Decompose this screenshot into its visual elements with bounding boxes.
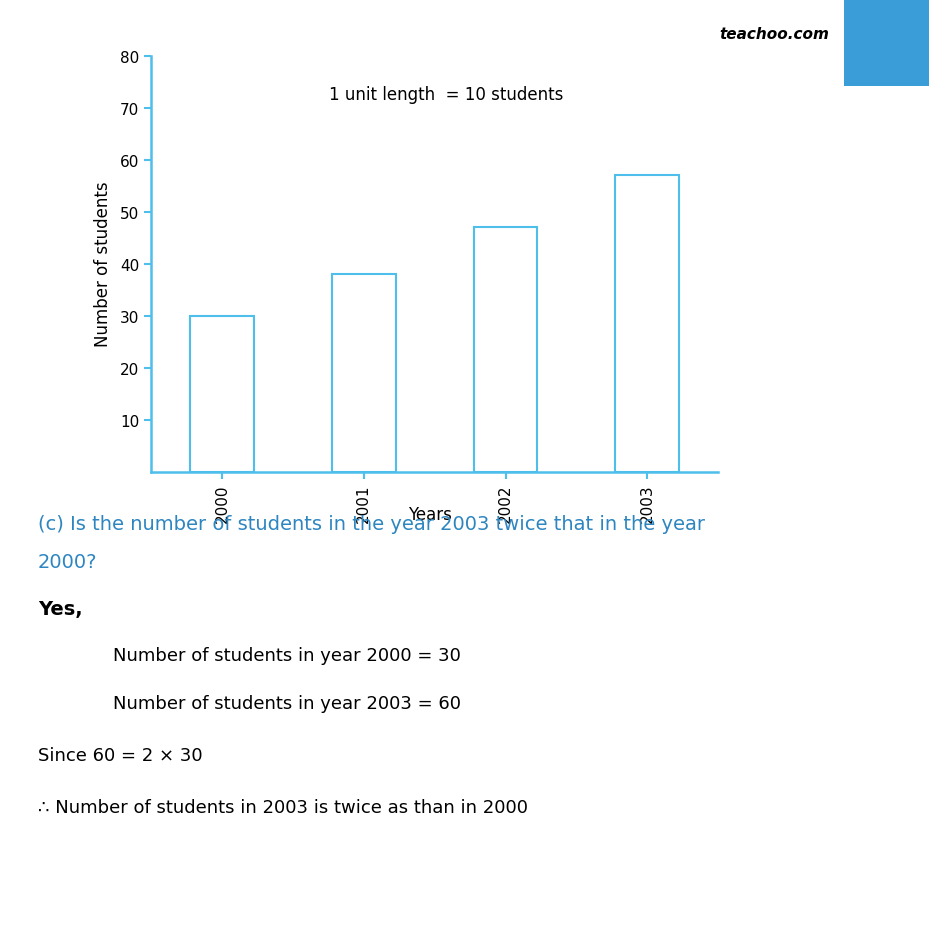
- Text: Number of students in year 2003 = 60: Number of students in year 2003 = 60: [113, 694, 461, 712]
- Text: Since 60 = 2 × 30: Since 60 = 2 × 30: [38, 746, 202, 764]
- Text: 1 unit length  = 10 students: 1 unit length = 10 students: [329, 86, 563, 104]
- Y-axis label: Number of students: Number of students: [93, 181, 111, 347]
- Bar: [615, 176, 679, 472]
- Text: teachoo.com: teachoo.com: [719, 27, 829, 42]
- Text: Years: Years: [408, 505, 451, 523]
- Text: (c) Is the number of students in the year 2003 twice that in the year: (c) Is the number of students in the yea…: [38, 514, 704, 533]
- Bar: [331, 275, 396, 472]
- Bar: [190, 316, 254, 472]
- Text: Yes,: Yes,: [38, 599, 82, 618]
- Text: 2000?: 2000?: [38, 552, 97, 571]
- Text: Number of students in year 2000 = 30: Number of students in year 2000 = 30: [113, 647, 461, 665]
- Text: ∴ Number of students in 2003 is twice as than in 2000: ∴ Number of students in 2003 is twice as…: [38, 798, 528, 816]
- Bar: [473, 228, 537, 472]
